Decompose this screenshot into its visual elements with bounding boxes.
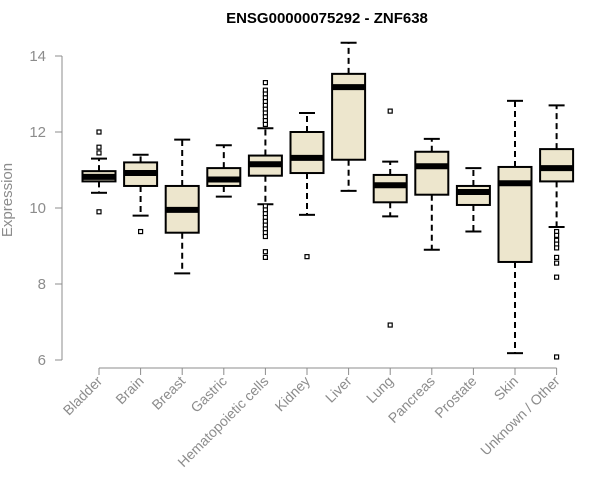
y-axis: 6 8 10 12 14 [29,48,63,369]
outlier-point [553,274,560,280]
iqr-box [289,131,325,175]
box-hematopoietic-cells [247,79,283,260]
outlier-point [138,228,144,235]
outlier-point [387,108,393,114]
y-tick-label: 12 [29,124,46,141]
x-tick-label: Liver [322,373,355,406]
box-lung [372,108,408,328]
x-tick-label: Brain [112,373,146,407]
iqr-box [414,150,450,196]
y-tick-label: 6 [38,352,46,369]
outlier-point [262,79,268,86]
box-gastric [206,144,242,198]
outlier-point [553,245,560,251]
outlier-point [262,121,268,128]
x-tick-label: Prostate [431,373,479,421]
x-tick-label: Bladder [60,373,106,419]
box-plots [81,41,575,360]
y-tick-label: 8 [38,276,46,293]
outlier-point [553,232,560,238]
outlier-point [96,144,102,150]
y-axis-label: Expression [0,163,16,237]
y-tick-label: 14 [29,48,46,65]
y-tick-label: 10 [29,200,46,217]
box-skin [497,99,533,355]
outlier-point [262,249,268,255]
outlier-point [96,129,102,135]
outlier-point [387,322,393,328]
outlier-point [262,233,268,240]
outlier-point [304,254,310,260]
outlier-point [553,254,560,260]
box-prostate [455,167,491,233]
outlier-point [553,260,560,266]
box-unknown-other [539,104,575,360]
box-pancreas [414,137,450,251]
box-liver [331,41,367,192]
box-kidney [289,112,325,260]
iqr-box [372,173,408,204]
x-tick-label: Kidney [272,373,314,415]
box-breast [164,138,200,275]
iqr-box [455,184,491,206]
chart-title: ENSG00000075292 - ZNF638 [226,10,428,27]
x-tick-label: Lung [363,373,396,406]
x-tick-label: Breast [148,373,188,413]
outlier-point [96,150,102,156]
x-tick-label: Skin [491,373,522,404]
box-bladder [81,129,117,215]
outlier-point [96,209,102,215]
outlier-point [553,354,560,360]
box-brain [123,153,159,235]
outlier-point [262,254,268,260]
x-tick-label: Unknown / Other [477,373,563,459]
